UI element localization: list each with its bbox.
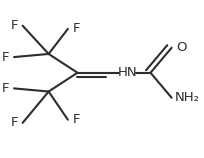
Text: HN: HN (118, 66, 137, 79)
Text: F: F (73, 22, 80, 35)
Text: F: F (10, 116, 18, 129)
Text: NH₂: NH₂ (175, 91, 200, 104)
Text: F: F (73, 113, 80, 126)
Text: F: F (2, 82, 9, 95)
Text: F: F (10, 19, 18, 32)
Text: O: O (176, 41, 187, 54)
Text: F: F (2, 51, 9, 64)
